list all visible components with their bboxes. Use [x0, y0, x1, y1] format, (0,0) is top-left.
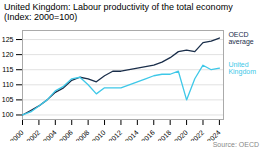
svg-text:2024: 2024 — [206, 128, 222, 140]
svg-text:2020: 2020 — [173, 128, 189, 140]
svg-text:2014: 2014 — [124, 128, 140, 140]
svg-text:2008: 2008 — [74, 128, 90, 140]
svg-text:100: 100 — [2, 111, 14, 118]
svg-text:110: 110 — [2, 81, 13, 88]
html-text:United Kingdom: Labour product: United Kingdom: Labour productivity of t… — [4, 2, 233, 23]
svg-text:105: 105 — [2, 96, 14, 103]
svg-text:OECDaverage: OECDaverage — [228, 30, 253, 45]
svg-text:125: 125 — [2, 35, 14, 42]
svg-text:2022: 2022 — [189, 128, 205, 140]
html-text:Source: OECD: Source: OECD — [212, 140, 259, 148]
svg-text:2000: 2000 — [9, 128, 25, 140]
svg-text:120: 120 — [2, 51, 14, 58]
svg-text:2016: 2016 — [140, 128, 156, 140]
svg-text:2012: 2012 — [107, 128, 123, 140]
svg-text:2004: 2004 — [42, 128, 58, 140]
svg-text:2018: 2018 — [156, 128, 172, 140]
svg-text:UnitedKingdom: UnitedKingdom — [228, 61, 256, 76]
svg-text:2010: 2010 — [91, 128, 107, 140]
svg-text:2002: 2002 — [25, 128, 41, 140]
svg-text:115: 115 — [2, 66, 13, 73]
svg-text:2006: 2006 — [58, 128, 74, 140]
